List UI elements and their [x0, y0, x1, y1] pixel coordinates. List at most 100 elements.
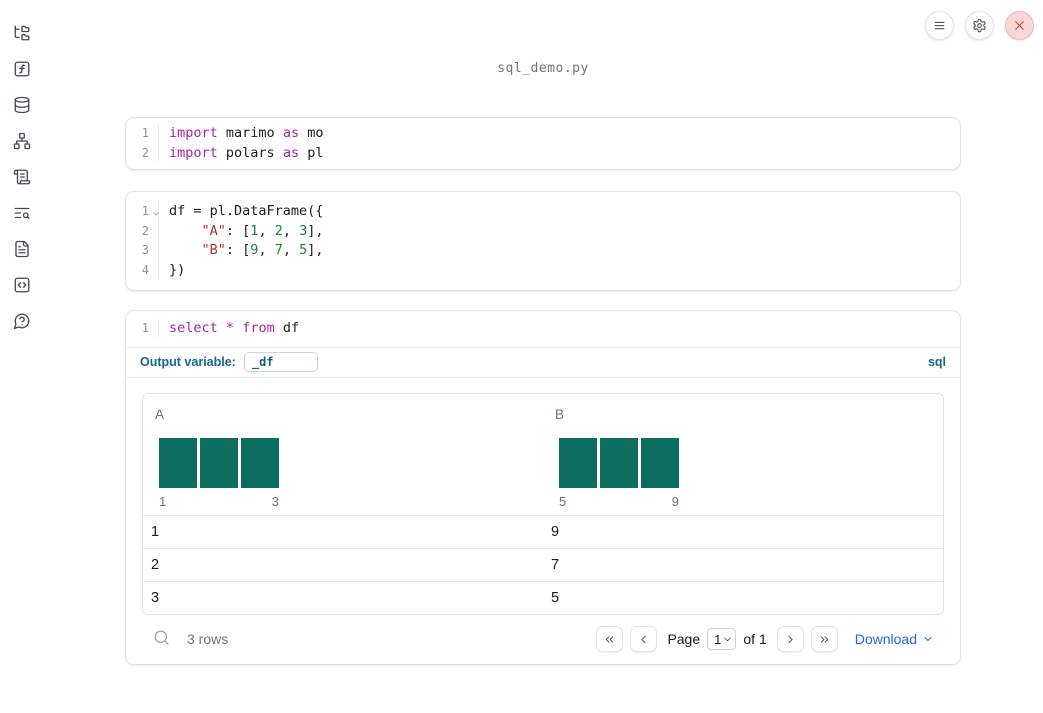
sql-editor[interactable]: 1 select * from df — [126, 311, 960, 347]
prev-page-button[interactable] — [630, 626, 658, 652]
code-snippets-icon[interactable] — [11, 274, 33, 296]
code-line[interactable]: 3 "B": [9, 7, 5], — [126, 241, 960, 261]
shutdown-button[interactable] — [1005, 11, 1034, 40]
language-badge[interactable]: sql — [927, 355, 946, 369]
code-cell-dataframe: 1 df = pl.DataFrame({2 "A": [1, 2, 3], 3 "… — [125, 191, 961, 291]
pagination: Page 1 of 1 — [596, 626, 838, 652]
output-variable-label: Output variable: — [140, 355, 236, 369]
row-count: 3 rows — [187, 631, 229, 647]
tick-label: 5 — [559, 493, 567, 509]
output-variable-input[interactable] — [243, 352, 318, 372]
table-cell: 9 — [551, 523, 560, 540]
tick-label: 3 — [271, 493, 279, 509]
last-page-button[interactable] — [810, 626, 838, 652]
notebook-actions — [925, 11, 1034, 40]
column-name: A — [155, 406, 165, 422]
code-text: "A": [1, 2, 3], — [158, 221, 960, 241]
scroll-logs-icon[interactable] — [11, 166, 33, 188]
line-number: 1 — [141, 126, 149, 140]
histogram — [143, 437, 543, 488]
code-text: "B": [9, 7, 5], — [158, 241, 960, 261]
table-cell: 3 — [151, 589, 160, 606]
code-line[interactable]: 4}) — [126, 260, 960, 280]
code-line[interactable]: 2 "A": [1, 2, 3], — [126, 221, 960, 241]
menu-button[interactable] — [925, 11, 954, 40]
histogram-bar — [600, 437, 638, 488]
download-label: Download — [854, 631, 917, 647]
notebook: sql_demo.py 1 import marimo as mo 2 import … — [125, 0, 961, 665]
code-text: df = pl.DataFrame({ — [158, 202, 960, 222]
histogram-bar — [241, 437, 279, 488]
tick-label: 9 — [671, 493, 679, 509]
file-tree-icon[interactable] — [11, 22, 33, 44]
sql-cell-footer: Output variable: sql — [126, 346, 960, 378]
chevrons-right-icon — [820, 635, 828, 643]
text-search-icon[interactable] — [11, 202, 33, 224]
code-line[interactable]: 1 select * from df — [126, 319, 960, 339]
first-page-button[interactable] — [596, 626, 624, 652]
code-text: }) — [158, 260, 960, 280]
next-page-button[interactable] — [776, 626, 804, 652]
notebook-filename: sql_demo.py — [497, 61, 589, 76]
code-line[interactable]: 1 df = pl.DataFrame({ — [126, 202, 960, 222]
code-text: select * from df — [158, 319, 960, 339]
tick-label: 1 — [159, 493, 167, 509]
document-icon[interactable] — [11, 238, 33, 260]
dependency-graph-icon[interactable] — [11, 130, 33, 152]
chevrons-left-icon — [606, 635, 614, 643]
database-icon[interactable] — [11, 94, 33, 116]
code-editor[interactable]: 1 import marimo as mo 2 import polars as pl — [126, 118, 960, 169]
code-text: import marimo as mo — [158, 124, 960, 144]
line-number: 4 — [141, 262, 149, 277]
sql-cell: 1 select * from df Output variable: sql A… — [125, 310, 961, 665]
function-square-icon[interactable] — [11, 58, 33, 80]
download-button[interactable]: Download — [855, 631, 934, 647]
code-line[interactable]: 1 import marimo as mo — [126, 124, 960, 144]
line-number: 1 — [141, 321, 149, 335]
page-total-label: of 1 — [743, 631, 767, 647]
gear-icon — [973, 18, 986, 33]
table-cell: 2 — [151, 556, 160, 573]
chevron-right-icon — [788, 635, 793, 643]
code-editor[interactable]: 1 df = pl.DataFrame({2 "A": [1, 2, 3], 3 "… — [126, 192, 960, 290]
line-number: 1 — [126, 202, 159, 222]
page-select-value: 1 — [714, 631, 722, 647]
line-number: 2 — [141, 145, 149, 160]
line-number: 2 — [141, 223, 149, 238]
histogram-bar — [200, 437, 238, 488]
page-label: Page — [667, 631, 701, 647]
close-icon — [1015, 21, 1024, 30]
table-cell: 7 — [551, 556, 560, 573]
chevron-down-icon — [724, 637, 732, 641]
table-cell: 5 — [551, 589, 560, 606]
table-toolbar: 3 rows Page 1 of 1 — [142, 615, 944, 664]
hamburger-icon — [934, 21, 945, 30]
histogram-bar — [559, 437, 597, 488]
histogram — [543, 437, 943, 488]
code-cell-imports: 1 import marimo as mo 2 import polars as pl — [125, 117, 961, 170]
page-select[interactable]: 1 — [707, 628, 737, 650]
fold-chevron-icon[interactable] — [151, 206, 161, 226]
help-bubble-icon[interactable] — [11, 310, 33, 332]
code-line[interactable]: 2 import polars as pl — [126, 143, 960, 163]
chevron-down-icon — [924, 637, 932, 641]
code-text: import polars as pl — [158, 143, 960, 163]
histogram-bar — [641, 437, 679, 488]
column-name: B — [555, 406, 565, 422]
histogram-bar — [159, 437, 197, 488]
search-icon[interactable] — [150, 628, 172, 650]
chevron-left-icon — [641, 635, 647, 643]
line-number: 3 — [141, 243, 149, 257]
settings-button[interactable] — [965, 11, 994, 40]
